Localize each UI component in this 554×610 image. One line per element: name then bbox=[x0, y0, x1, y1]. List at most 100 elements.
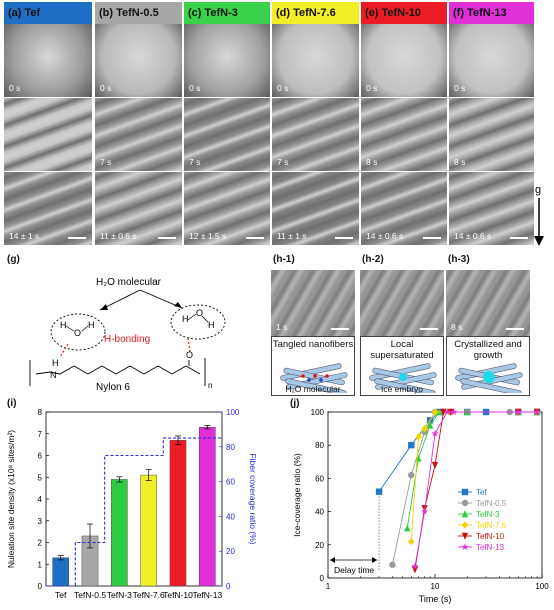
y-tick-label: 1 bbox=[38, 560, 43, 569]
nanofiber bbox=[460, 378, 522, 393]
x-tick-label: TefN-3 bbox=[107, 590, 132, 600]
svg-text:O: O bbox=[196, 308, 203, 318]
nylon6-hbond-diagram: H₂O molecular HOH HOH H-bonding H N O n … bbox=[29, 277, 226, 392]
data-point bbox=[420, 507, 429, 515]
sem-image: 0 s bbox=[95, 24, 182, 97]
data-point bbox=[375, 488, 383, 495]
sem-image: 0 s bbox=[361, 24, 447, 97]
y-tick-label: 20 bbox=[315, 541, 324, 550]
scale-bar bbox=[158, 236, 176, 239]
scale-bar bbox=[506, 327, 524, 330]
schematic-box: Crystallized and growth bbox=[446, 336, 530, 396]
data-point bbox=[408, 442, 415, 449]
bar bbox=[52, 557, 69, 587]
gravity-label: g bbox=[535, 184, 541, 196]
n-subscript: n bbox=[208, 381, 212, 390]
data-point bbox=[440, 408, 447, 416]
hbond-label: H-bonding bbox=[104, 334, 150, 345]
time-label: 0 s bbox=[9, 83, 21, 93]
time-label: 14 ± 1 s bbox=[9, 231, 40, 241]
time-label: 0 s bbox=[366, 83, 378, 93]
bar bbox=[111, 479, 128, 587]
y-tick-label: 3 bbox=[38, 517, 43, 526]
y-tick-label: 8 bbox=[38, 408, 43, 417]
y2-tick-label: 40 bbox=[226, 512, 235, 521]
sem-image: 14 ± 1 s bbox=[4, 172, 92, 245]
panel-i-label: (i) bbox=[7, 398, 17, 409]
sem-image bbox=[360, 270, 444, 336]
scale-bar bbox=[420, 327, 438, 330]
y-tick-label: 5 bbox=[38, 473, 43, 482]
schematic-caption: Local supersaturated bbox=[370, 339, 434, 361]
sem-image: 11 ± 0.6 s bbox=[95, 172, 182, 245]
bar bbox=[169, 440, 187, 587]
time-label: 0 s bbox=[100, 83, 112, 93]
sem-image: 0 s bbox=[449, 24, 534, 97]
coverage-line bbox=[46, 437, 222, 587]
y2-tick-label: 20 bbox=[226, 547, 235, 556]
time-label: 8 s bbox=[366, 157, 378, 167]
y2-tick-label: 80 bbox=[226, 443, 235, 452]
sem-image: 14 ± 0.6 s bbox=[361, 172, 447, 245]
x-tick-label: TefN-7.6 bbox=[133, 590, 165, 600]
ice-embryo bbox=[399, 373, 407, 381]
delay-time-label: Delay time bbox=[334, 565, 374, 575]
series-line bbox=[410, 411, 538, 542]
scale-bar bbox=[423, 236, 441, 239]
legend-marker bbox=[461, 543, 469, 551]
sem-image: 11 ± 1 s bbox=[272, 172, 359, 245]
schematic-caption: Tangled nanofibers bbox=[272, 339, 354, 350]
schematic-box: Tangled nanofibers H₂O molecular bbox=[271, 336, 355, 396]
fiber-schematic bbox=[369, 363, 437, 393]
y-tick-label: 7 bbox=[38, 430, 43, 439]
panel-header-5: (e) TefN-10 bbox=[361, 2, 447, 24]
time-label: 0 s bbox=[189, 83, 201, 93]
sem-image: 0 s bbox=[4, 24, 92, 97]
scale-bar bbox=[68, 236, 86, 239]
y-axis-label: Ice-coverage ratio (%) bbox=[292, 453, 302, 537]
scale-bar bbox=[331, 327, 349, 330]
time-label: 11 ± 1 s bbox=[277, 231, 307, 241]
y-tick-label: 0 bbox=[38, 582, 43, 591]
data-point bbox=[450, 408, 458, 416]
y-tick-label: 80 bbox=[315, 441, 324, 450]
scale-bar bbox=[335, 236, 353, 239]
data-point bbox=[389, 561, 396, 568]
water-molecule-dot bbox=[301, 374, 305, 378]
data-point bbox=[443, 408, 451, 416]
x-tick-label: TefN-10 bbox=[163, 590, 193, 600]
x-tick-label: 10 bbox=[431, 582, 440, 591]
x-tick-label: Tef bbox=[55, 590, 67, 600]
x-tick-label: TefN-0.5 bbox=[74, 590, 106, 600]
legend-marker bbox=[461, 488, 469, 496]
svg-text:O: O bbox=[74, 328, 81, 338]
sem-image: 8 s bbox=[449, 98, 534, 171]
legend-label: TefN-13 bbox=[476, 543, 505, 552]
time-label: 1 s bbox=[276, 322, 288, 332]
time-label: 7 s bbox=[189, 157, 201, 167]
time-label: 11 ± 0.6 s bbox=[100, 231, 137, 241]
delay-arrowhead bbox=[372, 557, 378, 563]
data-point bbox=[533, 408, 541, 416]
schematic-sublabel: H₂O molecular bbox=[285, 384, 341, 394]
sem-image: 8 s bbox=[361, 98, 447, 171]
y-tick-label: 100 bbox=[311, 408, 325, 417]
ice-coverage-chart: 0 20 40 60 80 100 1 10 100 Time (s) Ice-coverage r… bbox=[292, 408, 549, 604]
panel-h-label: (h-3) bbox=[448, 254, 470, 265]
y-tick-label: 40 bbox=[315, 508, 324, 517]
svg-text:H: H bbox=[60, 320, 67, 330]
water-molecule-dot bbox=[313, 374, 317, 378]
x-axis-label: Time (s) bbox=[419, 594, 452, 604]
data-point bbox=[404, 524, 411, 532]
fiber-schematic bbox=[455, 363, 523, 393]
sem-image bbox=[4, 98, 92, 171]
gravity-arrow: g bbox=[534, 184, 544, 246]
time-label: 7 s bbox=[277, 157, 289, 167]
data-point bbox=[408, 537, 415, 546]
time-label: 7 s bbox=[100, 157, 112, 167]
panel-header-4: (d) TefN-7.6 bbox=[272, 2, 359, 24]
x-tick-label: TefN-13 bbox=[192, 590, 222, 600]
x-tick-label: 1 bbox=[326, 582, 331, 591]
nylon-label: Nylon 6 bbox=[96, 382, 130, 392]
